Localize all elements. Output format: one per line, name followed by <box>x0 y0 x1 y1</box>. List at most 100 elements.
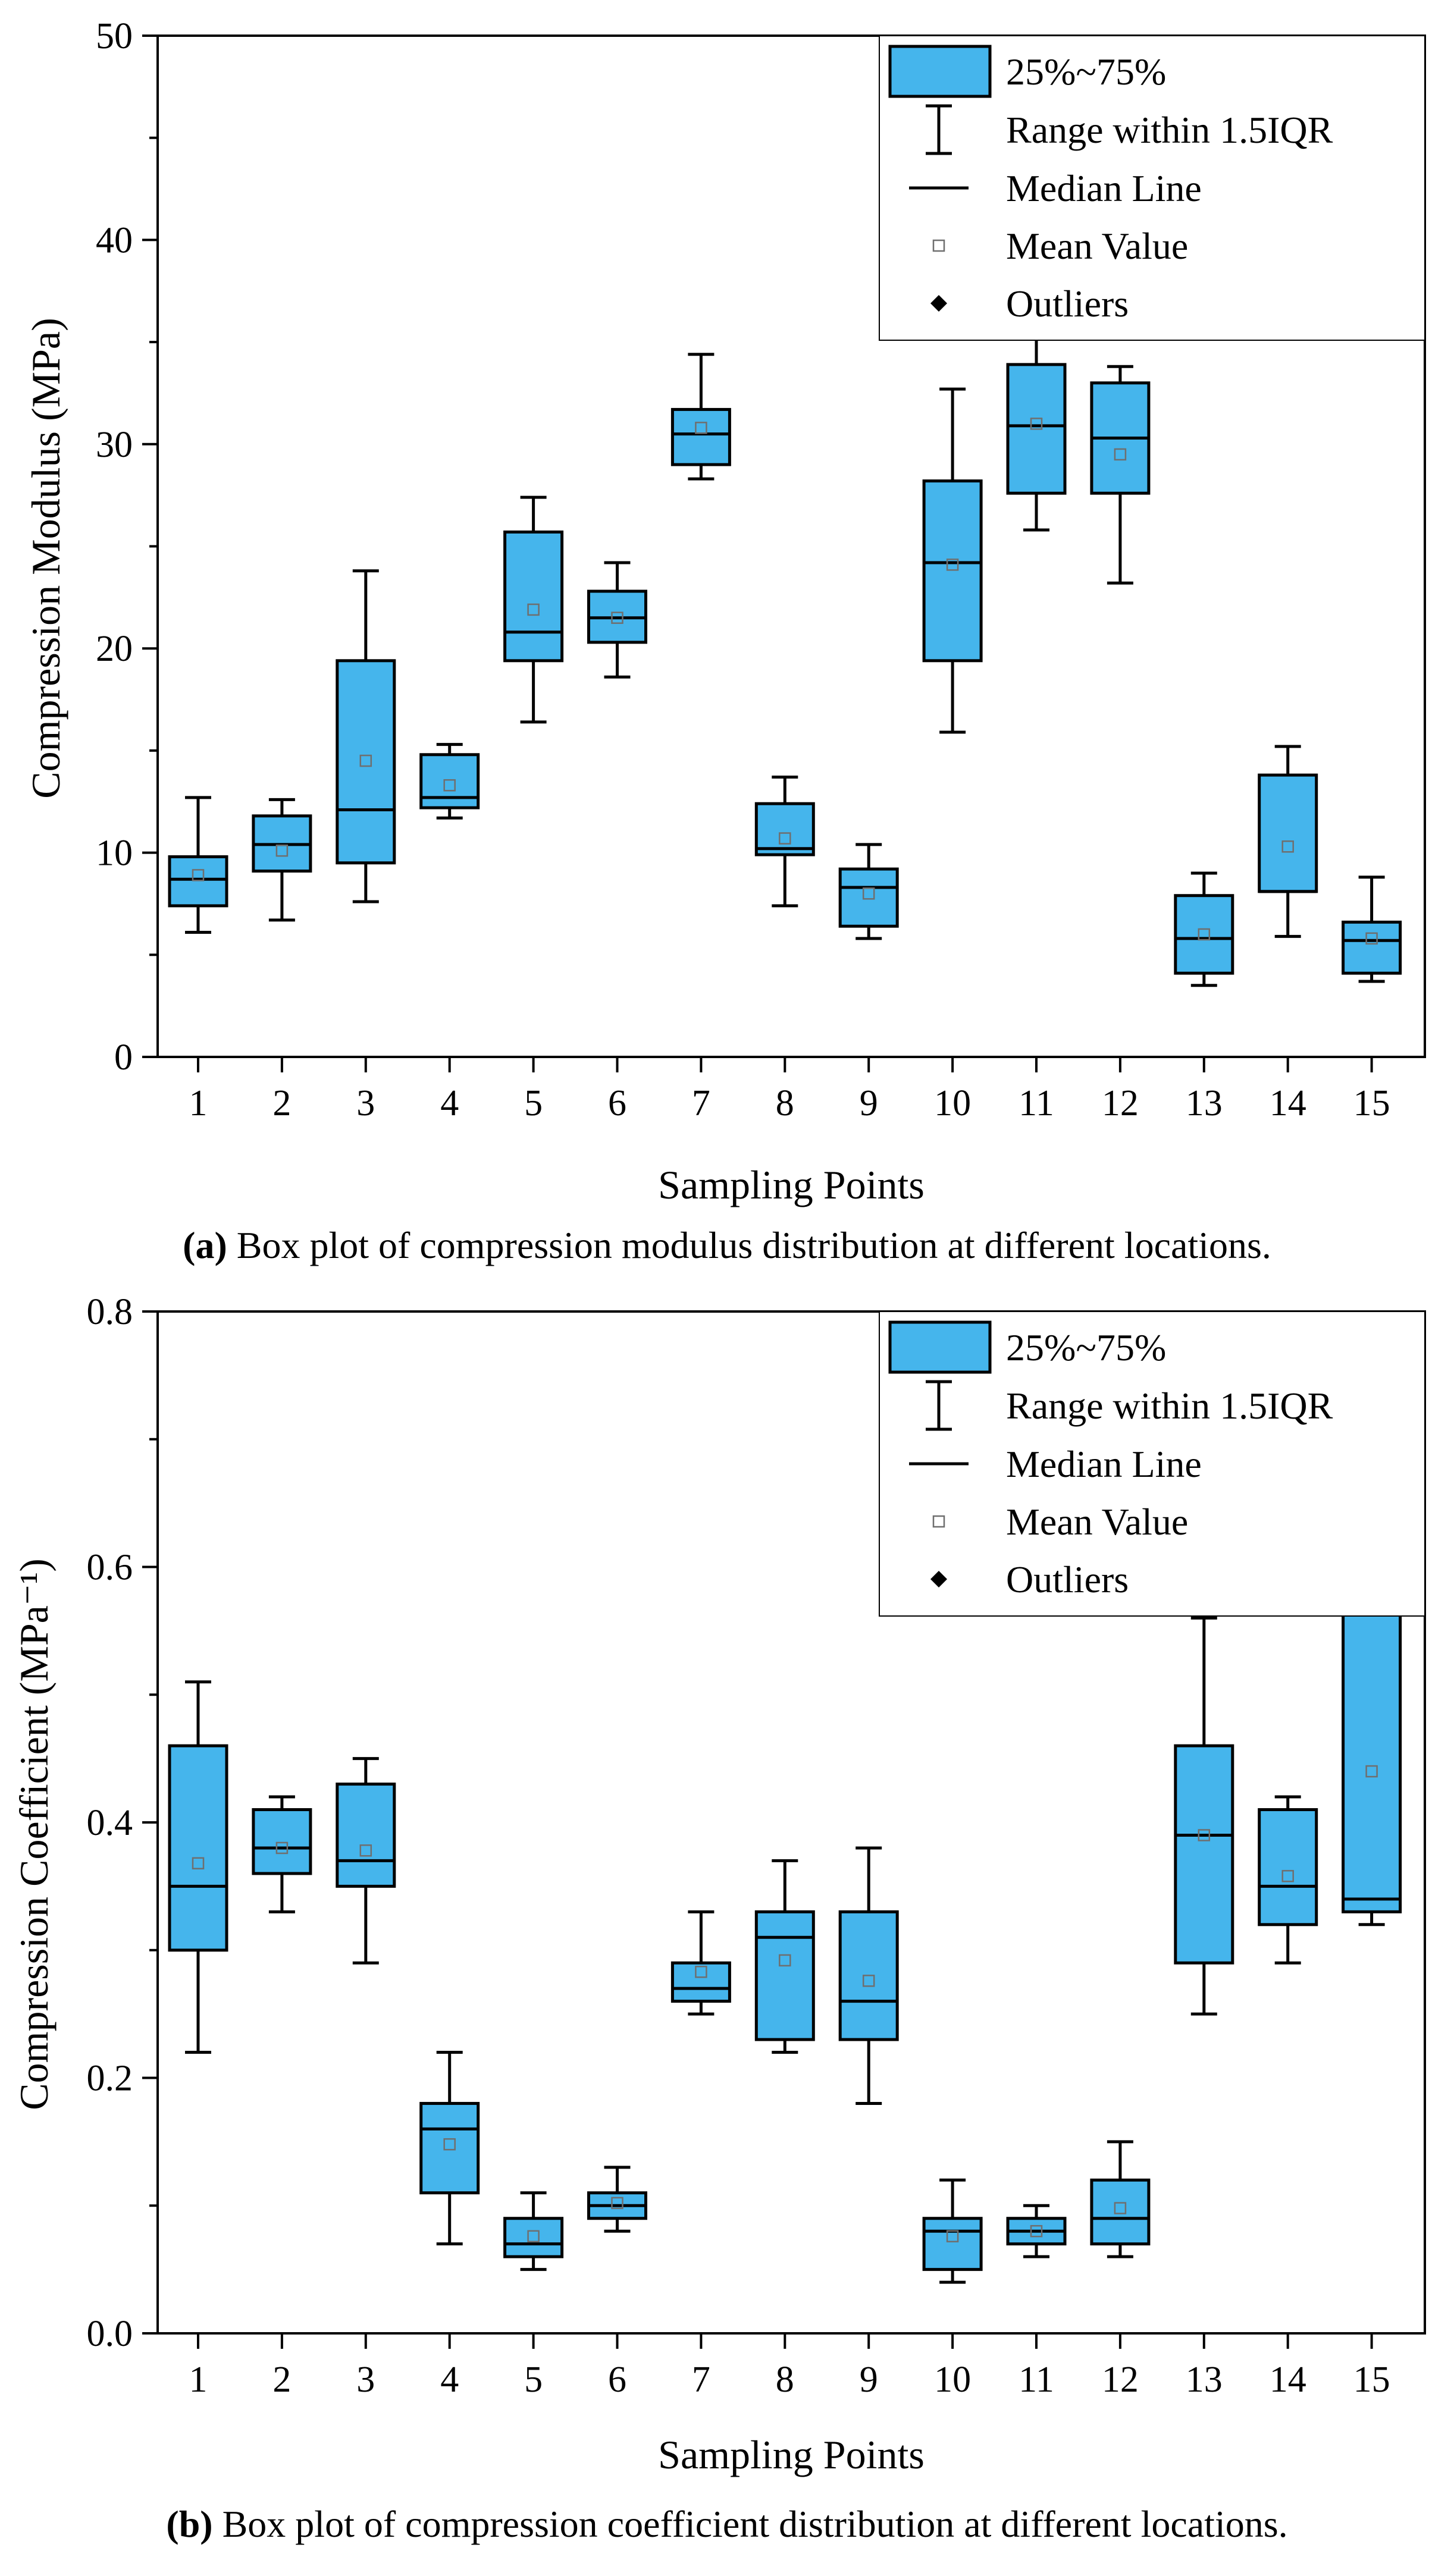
box-12 <box>1090 365 1151 585</box>
x-tick-label: 4 <box>440 1083 459 1124</box>
box-iqr <box>1258 773 1318 893</box>
x-tick-label: 13 <box>1186 1083 1223 1124</box>
box-13 <box>1174 1616 1234 2016</box>
mean-marker <box>359 1844 372 1857</box>
box-5 <box>503 495 564 724</box>
caption-text: Box plot of compression coefficient dist… <box>213 2503 1288 2545</box>
mean-marker <box>192 869 205 881</box>
x-tick-label: 10 <box>934 1083 971 1124</box>
legend: 25%~75% Range within 1.5IQR Median Line Mea… <box>879 1311 1425 1617</box>
y-tick-label: 40 <box>96 220 133 261</box>
box-iqr <box>419 2101 480 2195</box>
box-6 <box>587 561 647 679</box>
mean-marker <box>443 779 456 792</box>
legend-label: Range within 1.5IQR <box>1006 109 1333 151</box>
box-iqr <box>1090 2178 1151 2246</box>
mean-marker <box>695 1966 707 1978</box>
legend-label: Mean Value <box>1006 225 1188 267</box>
mean-marker <box>527 2230 540 2243</box>
legend-label: Range within 1.5IQR <box>1006 1385 1333 1427</box>
x-tick-label: 8 <box>776 1083 794 1124</box>
y-tick-label: 30 <box>96 425 133 465</box>
box-7 <box>670 1910 731 2016</box>
legend-outlier-symbol <box>930 295 947 312</box>
box-iqr <box>1342 920 1402 975</box>
x-tick-label: 4 <box>440 2359 459 2400</box>
box-iqr <box>168 1744 228 1952</box>
mean-marker <box>611 2197 623 2210</box>
mean-marker <box>779 832 791 845</box>
box-9 <box>838 1846 899 2105</box>
mean-marker <box>359 754 372 767</box>
mean-marker <box>611 611 623 624</box>
x-tick-label: 9 <box>860 2359 878 2400</box>
box-7 <box>670 353 731 481</box>
x-tick-label: 6 <box>608 1083 626 1124</box>
mean-marker <box>443 2138 456 2151</box>
box-iqr <box>168 855 228 908</box>
x-tick-label: 15 <box>1353 2359 1390 2400</box>
x-tick-label: 6 <box>608 2359 626 2400</box>
box-11 <box>1006 2204 1067 2258</box>
figure-caption: (a) Box plot of compression modulus dist… <box>183 1224 1271 1266</box>
legend-outlier-symbol <box>930 1571 947 1587</box>
legend-label: 25%~75% <box>1006 1326 1166 1369</box>
legend-box-swatch <box>888 45 992 98</box>
mean-marker <box>862 887 875 900</box>
box-14 <box>1258 745 1318 938</box>
box-iqr <box>419 753 480 809</box>
mean-marker <box>779 1954 791 1967</box>
box-10 <box>922 387 983 734</box>
mean-marker <box>1030 418 1043 430</box>
mean-marker <box>527 603 540 616</box>
box-15 <box>1342 876 1402 983</box>
mean-marker <box>1281 840 1294 853</box>
box-iqr <box>503 2217 564 2258</box>
box-14 <box>1258 1795 1318 1965</box>
box-13 <box>1174 871 1234 987</box>
box-9 <box>838 843 899 940</box>
box-4 <box>419 2051 480 2246</box>
box-3 <box>336 1757 396 1965</box>
legend: 25%~75% Range within 1.5IQR Median Line Mea… <box>879 35 1425 341</box>
x-tick-label: 14 <box>1270 2359 1306 2400</box>
legend-label: Outliers <box>1006 1558 1129 1601</box>
mean-marker <box>1114 448 1127 461</box>
box-1 <box>168 1680 228 2054</box>
chart-b-compression-coefficient: 0.00.20.40.60.81 2 3 4 5 6 7 8 9 10 11 12 13 14 15Samp… <box>11 1292 1426 2545</box>
x-tick-label: 12 <box>1102 1083 1139 1124</box>
box-iqr <box>252 1808 312 1875</box>
legend-label: Median Line <box>1006 1443 1202 1485</box>
box-8 <box>754 776 815 908</box>
box-12 <box>1090 2140 1151 2258</box>
x-tick-label: 12 <box>1102 2359 1139 2400</box>
box-iqr <box>670 1961 731 2003</box>
x-tick-label: 1 <box>189 2359 208 2400</box>
box-iqr <box>336 1783 396 1888</box>
y-tick-label: 0.0 <box>87 2314 133 2354</box>
mean-marker <box>1198 928 1211 941</box>
y-tick-label: 10 <box>96 833 133 874</box>
caption-text: Box plot of compression modulus distribu… <box>227 1224 1271 1266</box>
y-axis-title: Compression Coefficient (MPa⁻¹) <box>11 1558 57 2110</box>
mean-marker <box>1281 1869 1294 1882</box>
caption-label: (a) <box>183 1224 227 1266</box>
y-tick-label: 50 <box>96 16 133 57</box>
box-10 <box>922 2178 983 2284</box>
box-4 <box>419 743 480 820</box>
x-tick-label: 7 <box>692 2359 710 2400</box>
box-iqr <box>754 802 815 856</box>
y-tick-label: 0 <box>114 1037 133 1078</box>
y-tick-label: 20 <box>96 629 133 669</box>
mean-marker <box>1198 1829 1211 1841</box>
mean-marker <box>275 844 289 857</box>
x-tick-label: 2 <box>272 2359 291 2400</box>
box-iqr <box>754 1910 815 2041</box>
box-1 <box>168 796 228 934</box>
y-tick-label: 0.2 <box>87 2059 133 2099</box>
box-iqr <box>503 530 564 663</box>
caption-label: (b) <box>166 2503 212 2545</box>
x-axis-title: Sampling Points <box>658 2432 925 2477</box>
mean-marker <box>1030 2224 1043 2238</box>
